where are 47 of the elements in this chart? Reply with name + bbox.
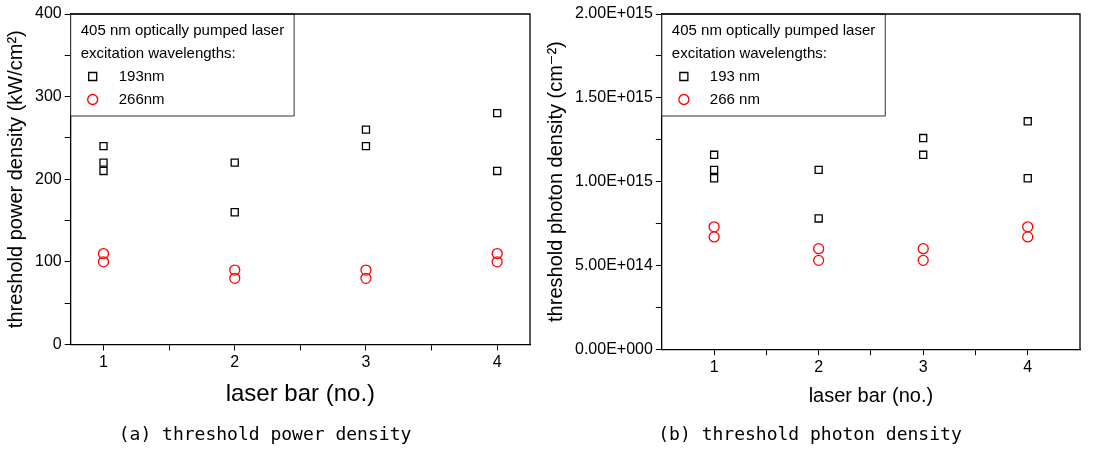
point xyxy=(229,272,241,284)
y-tick-label: 0.00E+000 xyxy=(574,339,653,357)
y-tick-label: 200 xyxy=(34,169,62,187)
y-tick-label: 5.00E+014 xyxy=(574,255,653,273)
y-tick-label: 1.00E+015 xyxy=(574,172,653,190)
point xyxy=(230,208,239,217)
y-tick-label: 1.50E+015 xyxy=(574,88,653,106)
x-tick-label: 4 xyxy=(492,353,502,371)
point xyxy=(97,256,110,268)
legend-label: 193 nm xyxy=(709,66,760,84)
point xyxy=(99,166,108,176)
y-tick-label: 100 xyxy=(34,252,62,270)
point xyxy=(99,141,108,151)
legend-label: 193nm xyxy=(118,66,165,84)
point xyxy=(493,108,502,118)
y-axis-title: threshold power density (kW/cm²) xyxy=(3,30,26,329)
point xyxy=(361,125,371,134)
x-tick-label: 4 xyxy=(1023,358,1033,376)
text: (a) threshold power density xyxy=(118,422,412,444)
y-axis-title: threshold photon density (cm⁻²) xyxy=(543,41,566,322)
legend-label: 266 nm xyxy=(709,89,760,107)
x-tick-label: 1 xyxy=(709,358,719,376)
point xyxy=(97,247,110,260)
point xyxy=(493,166,502,176)
x-tick-label: 1 xyxy=(99,353,109,371)
point xyxy=(491,256,503,268)
legend-title: 405 nm optically pumped laser excitation wavelengths: xyxy=(80,20,285,61)
point xyxy=(99,158,108,167)
y-tick-label: 400 xyxy=(34,4,62,22)
x-tick-label: 2 xyxy=(814,358,824,376)
text: (b) threshold photon density xyxy=(658,422,962,444)
point xyxy=(361,141,371,151)
x-axis-title: laser bar (no.) xyxy=(808,383,934,406)
point xyxy=(360,272,372,284)
x-axis-title: laser bar (no.) xyxy=(225,378,376,406)
legend-title: 405 nm optically pumped laser excitation wavelengths: xyxy=(671,20,876,61)
point xyxy=(491,247,503,260)
point xyxy=(229,264,241,276)
point xyxy=(230,158,239,167)
y-tick-label: 2.00E+015 xyxy=(574,4,653,22)
x-tick-label: 2 xyxy=(230,353,240,371)
x-tick-label: 3 xyxy=(361,353,371,371)
x-tick-label: 3 xyxy=(918,358,928,376)
y-tick-label: 0 xyxy=(52,334,62,352)
legend-label: 266nm xyxy=(118,89,165,107)
point xyxy=(360,264,372,276)
y-tick-label: 300 xyxy=(34,87,62,105)
